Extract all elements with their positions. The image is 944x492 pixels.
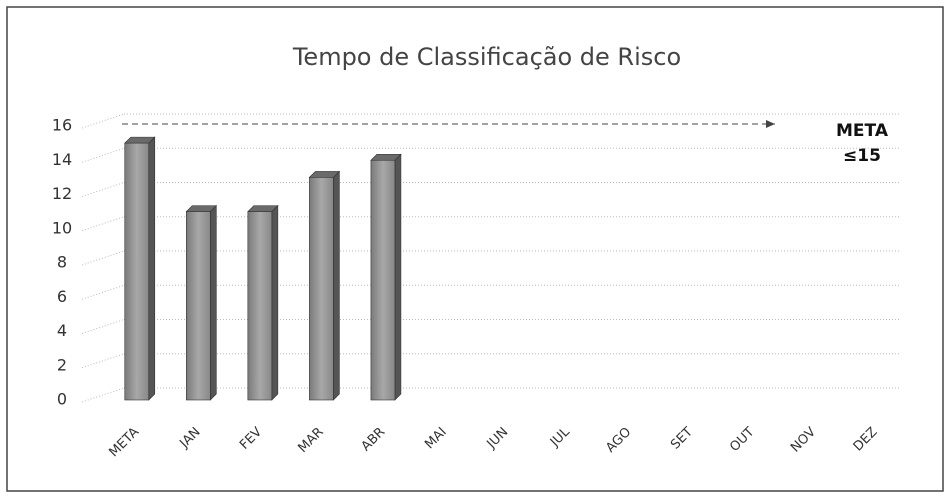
y-tick-label: 4 bbox=[57, 321, 67, 340]
bar bbox=[247, 204, 279, 401]
grid-line bbox=[81, 147, 125, 163]
grid-line bbox=[81, 182, 125, 197]
bar bbox=[370, 153, 402, 401]
frame bbox=[6, 6, 944, 492]
grid-line bbox=[81, 250, 125, 266]
bar-face bbox=[394, 153, 402, 401]
y-tick-label: 8 bbox=[57, 253, 67, 272]
grid-line bbox=[81, 387, 125, 403]
y-tick-label: 2 bbox=[57, 355, 67, 374]
y-tick-label: 6 bbox=[57, 287, 67, 306]
bar-face bbox=[271, 204, 279, 401]
grid-line bbox=[81, 216, 125, 232]
bar-face bbox=[370, 159, 396, 401]
grid-line bbox=[81, 113, 125, 129]
y-tick-label: 16 bbox=[52, 116, 72, 135]
grid-line bbox=[81, 284, 125, 300]
bar bbox=[124, 136, 156, 401]
bar-face bbox=[210, 204, 217, 401]
y-tick-label: 10 bbox=[52, 218, 72, 237]
bar-face bbox=[333, 170, 340, 401]
chart-title: Tempo de Classificação de Risco bbox=[292, 43, 681, 71]
bar-face bbox=[186, 211, 211, 401]
bar-face bbox=[247, 211, 273, 401]
bar bbox=[185, 204, 218, 401]
annotation: META bbox=[836, 121, 889, 141]
y-tick-label: 12 bbox=[52, 184, 72, 203]
grid-line bbox=[81, 319, 125, 334]
y-tick-label: 0 bbox=[57, 390, 67, 409]
bar-face bbox=[309, 177, 334, 401]
bar-face bbox=[148, 136, 156, 401]
bar bbox=[308, 170, 341, 401]
grid-line bbox=[81, 353, 125, 369]
bar-face bbox=[124, 142, 150, 401]
y-tick-label: 14 bbox=[52, 150, 72, 169]
annotation: ≤15 bbox=[843, 146, 881, 166]
